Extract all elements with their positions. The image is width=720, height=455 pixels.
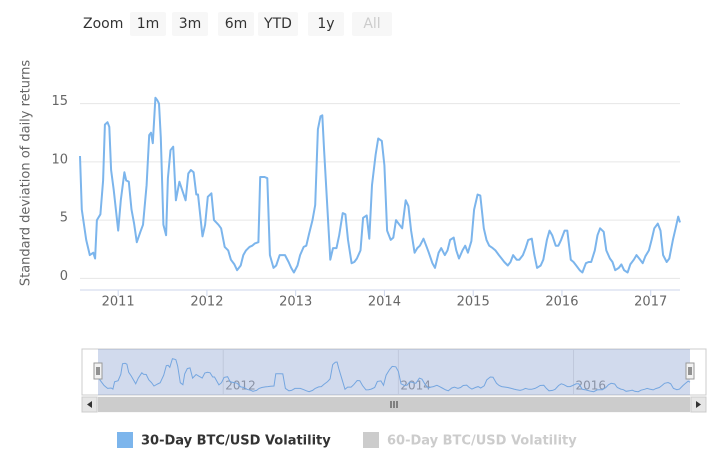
zoom-button-label[interactable]: YTD (263, 16, 292, 32)
navigator-mask (98, 349, 690, 395)
arrow-icon (696, 401, 701, 408)
zoom-button (352, 12, 392, 36)
x-tick-label: 2015 (457, 295, 490, 310)
x-tick-label: 2014 (368, 295, 401, 310)
navigator-handle[interactable] (93, 362, 103, 380)
x-tick-label: 2017 (634, 295, 667, 310)
y-tick-label: 10 (51, 152, 68, 167)
series-line (79, 96, 681, 274)
y-tick-label: 5 (60, 211, 68, 226)
zoom-button[interactable] (218, 12, 254, 36)
x-tick-label: 2012 (190, 295, 223, 310)
arrow-icon (87, 401, 92, 408)
x-tick-label: 2011 (102, 295, 135, 310)
x-tick-label: 2013 (279, 295, 312, 310)
zoom-button-label: All (363, 16, 380, 32)
zoom-button-label[interactable]: 6m (225, 16, 248, 32)
y-tick-label: 15 (51, 94, 68, 109)
zoom-button[interactable] (258, 12, 298, 36)
legend-symbol[interactable] (363, 432, 379, 448)
zoom-button-label[interactable]: 3m (179, 16, 202, 32)
navigator-line (97, 358, 691, 393)
navigator-handle[interactable] (685, 362, 695, 380)
legend-label[interactable]: 60-Day BTC/USD Volatility (387, 434, 577, 449)
y-axis-title: Standard deviation of daily returns (19, 60, 34, 287)
zoom-button[interactable] (130, 12, 166, 36)
legend-symbol[interactable] (117, 432, 133, 448)
zoom-button[interactable] (172, 12, 208, 36)
zoom-button-label[interactable]: 1y (317, 16, 334, 32)
legend-label[interactable]: 30-Day BTC/USD Volatility (141, 434, 331, 449)
zoom-button[interactable] (308, 12, 344, 36)
zoom-label: Zoom (83, 16, 123, 32)
x-tick-label: 2016 (545, 295, 578, 310)
zoom-button-label[interactable]: 1m (137, 16, 160, 32)
y-tick-label: 0 (60, 269, 68, 284)
